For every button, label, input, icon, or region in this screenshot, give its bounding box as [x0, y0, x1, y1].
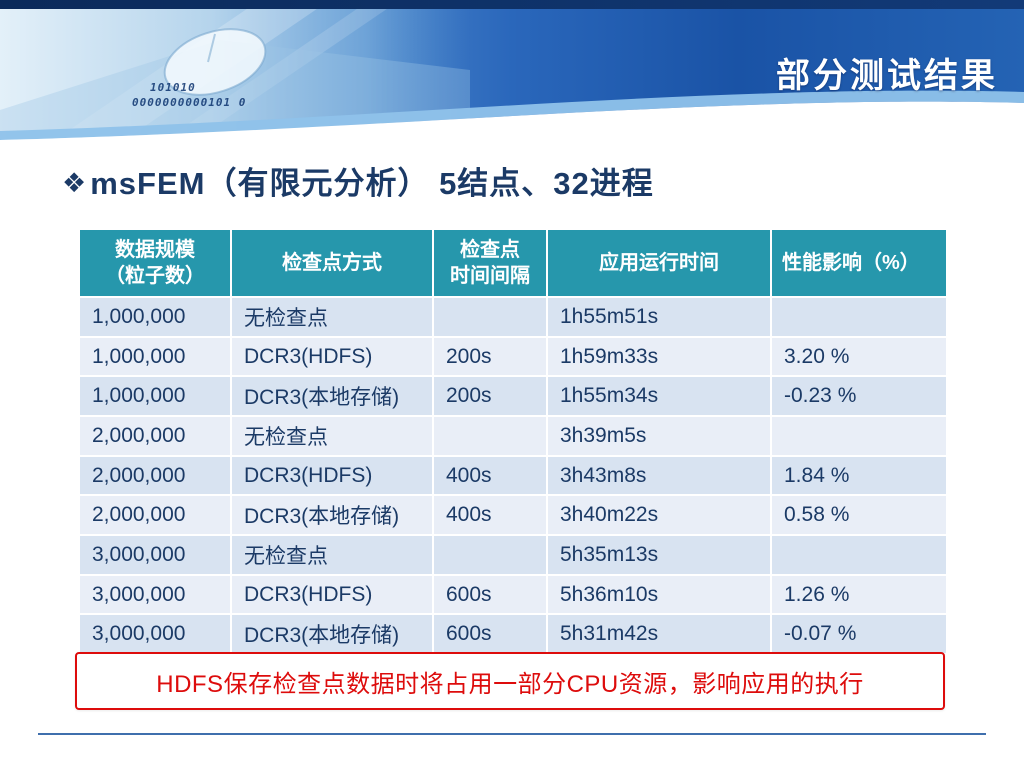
- table-cell: 5h36m10s: [546, 574, 772, 615]
- table-cell: 无检查点: [230, 415, 434, 457]
- table-header-cell: 性能影响（%）: [770, 228, 948, 298]
- table-cell: 无检查点: [230, 296, 434, 338]
- table-cell: DCR3(本地存储): [230, 375, 434, 417]
- table-cell: 1h55m34s: [546, 375, 772, 417]
- table-cell: DCR3(本地存储): [230, 613, 434, 655]
- table-cell: 1h55m51s: [546, 296, 772, 338]
- binary-code-decoration: 101010 0000000000101 0: [132, 80, 246, 110]
- table-cell: [770, 296, 948, 338]
- results-table: 数据规模 （粒子数） 检查点方式 检查点 时间间隔 应用运行时间 性能影响（%） 1,0…: [78, 228, 948, 655]
- table-cell: 400s: [432, 494, 548, 536]
- table-row: 2,000,000 无检查点 3h39m5s: [78, 415, 948, 457]
- table-row: 3,000,000 DCR3(HDFS) 600s 5h36m10s 1.26 %: [78, 574, 948, 615]
- table-cell: 3h43m8s: [546, 455, 772, 496]
- header-background-graphic: [0, 0, 1024, 150]
- table-cell: 600s: [432, 613, 548, 655]
- table-cell: [432, 415, 548, 457]
- table-cell: 1,000,000: [78, 296, 232, 338]
- table-cell: 1.26 %: [770, 574, 948, 615]
- table-cell: 3h39m5s: [546, 415, 772, 457]
- table-head: 数据规模 （粒子数） 检查点方式 检查点 时间间隔 应用运行时间 性能影响（%）: [78, 228, 948, 298]
- table-header-cell: 检查点 时间间隔: [432, 228, 548, 298]
- slide-title: 部分测试结果: [776, 57, 998, 95]
- table-row: 1,000,000 DCR3(本地存储) 200s 1h55m34s -0.23 %: [78, 375, 948, 417]
- table-cell: [432, 534, 548, 576]
- binary-line: 0000000000101 0: [132, 96, 247, 109]
- table-header-cell: 应用运行时间: [546, 228, 772, 298]
- table-cell: 3,000,000: [78, 574, 232, 615]
- table-cell: -0.07 %: [770, 613, 948, 655]
- diamond-bullet-icon: ❖: [62, 168, 88, 198]
- note-text: HDFS保存检查点数据时将占用一部分CPU资源，影响应用的执行: [156, 670, 864, 698]
- table-cell: 1,000,000: [78, 375, 232, 417]
- table-cell: [770, 534, 948, 576]
- table-cell: [432, 296, 548, 338]
- table-cell: 2,000,000: [78, 494, 232, 536]
- table-cell: DCR3(HDFS): [230, 336, 434, 377]
- table-row: 2,000,000 DCR3(本地存储) 400s 3h40m22s 0.58 %: [78, 494, 948, 536]
- section-heading-text: msFEM（有限元分析） 5结点、32进程: [90, 166, 654, 201]
- table-cell: 5h31m42s: [546, 613, 772, 655]
- table-cell: 2,000,000: [78, 415, 232, 457]
- table-cell: 600s: [432, 574, 548, 615]
- table-cell: 1.84 %: [770, 455, 948, 496]
- table-cell: 400s: [432, 455, 548, 496]
- table-row: 3,000,000 无检查点 5h35m13s: [78, 534, 948, 576]
- binary-line: 101010: [150, 81, 196, 94]
- section-heading: ❖msFEM（有限元分析） 5结点、32进程: [62, 158, 654, 203]
- table-cell: 无检查点: [230, 534, 434, 576]
- table-cell: 0.58 %: [770, 494, 948, 536]
- table-cell: 3,000,000: [78, 534, 232, 576]
- table-cell: [770, 415, 948, 457]
- table-header-row: 数据规模 （粒子数） 检查点方式 检查点 时间间隔 应用运行时间 性能影响（%）: [78, 228, 948, 298]
- table-cell: 5h35m13s: [546, 534, 772, 576]
- table-cell: DCR3(HDFS): [230, 574, 434, 615]
- table-cell: 2,000,000: [78, 455, 232, 496]
- table-cell: 3,000,000: [78, 613, 232, 655]
- table-header-cell: 数据规模 （粒子数）: [78, 228, 232, 298]
- table-header-cell: 检查点方式: [230, 228, 434, 298]
- bottom-divider: [38, 733, 986, 735]
- table-cell: DCR3(HDFS): [230, 455, 434, 496]
- table-row: 1,000,000 DCR3(HDFS) 200s 1h59m33s 3.20 %: [78, 336, 948, 377]
- table-cell: 1h59m33s: [546, 336, 772, 377]
- table-cell: DCR3(本地存储): [230, 494, 434, 536]
- table-row: 1,000,000 无检查点 1h55m51s: [78, 296, 948, 338]
- table-row: 3,000,000 DCR3(本地存储) 600s 5h31m42s -0.07 %: [78, 613, 948, 655]
- table-cell: 1,000,000: [78, 336, 232, 377]
- table-cell: -0.23 %: [770, 375, 948, 417]
- table-cell: 200s: [432, 336, 548, 377]
- table-row: 2,000,000 DCR3(HDFS) 400s 3h43m8s 1.84 %: [78, 455, 948, 496]
- slide-header: 101010 0000000000101 0 部分测试结果: [0, 0, 1024, 150]
- table-body: 1,000,000 无检查点 1h55m51s 1,000,000 DCR3(HDFS)…: [78, 296, 948, 655]
- table-cell: 3.20 %: [770, 336, 948, 377]
- note-box: HDFS保存检查点数据时将占用一部分CPU资源，影响应用的执行: [75, 652, 945, 710]
- table-cell: 200s: [432, 375, 548, 417]
- table-cell: 3h40m22s: [546, 494, 772, 536]
